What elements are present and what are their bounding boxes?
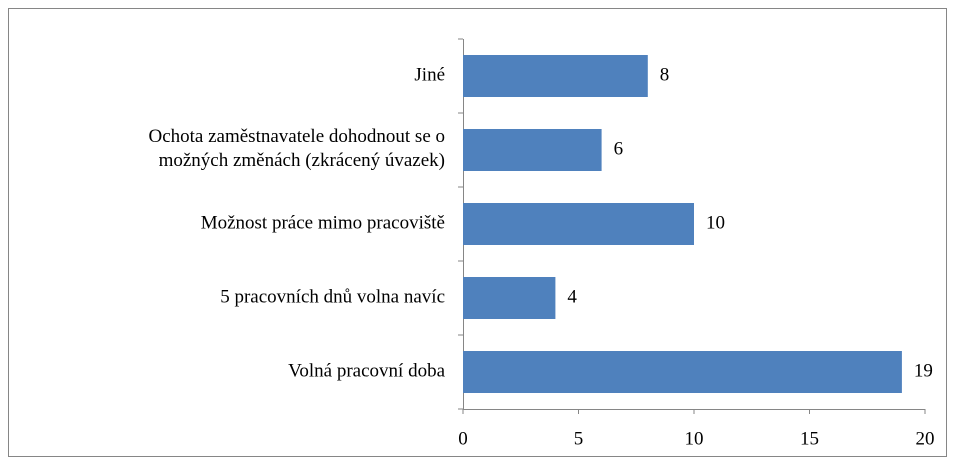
y-tick-label: 5 pracovních dnů volna navíc [220,286,445,307]
bar [463,55,648,97]
bar [463,277,556,319]
y-tick-label: Ochota zaměstnavatele dohodnout se o možn… [148,126,445,171]
value-label: 19 [914,360,933,381]
bar [463,129,602,171]
bar [463,351,902,393]
x-tick-label: 15 [800,428,819,449]
value-label: 6 [614,138,624,159]
y-tick-label: Možnost práce mimo pracoviště [201,212,445,233]
x-tick-label: 0 [458,428,468,449]
value-label: 10 [706,212,725,233]
x-tick-label: 10 [685,428,704,449]
x-tick-label: 5 [574,428,584,449]
bar [463,203,694,245]
y-tick-label: Jiné [414,64,445,85]
value-label: 4 [567,286,577,307]
x-tick-label: 20 [916,428,935,449]
y-tick-label: Volná pracovní doba [288,360,445,381]
value-label: 8 [660,64,670,85]
